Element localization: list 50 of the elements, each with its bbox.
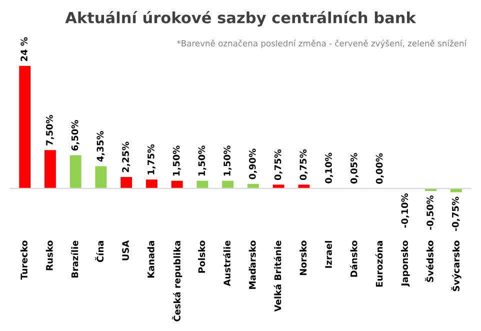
x-tick-label: Čína xyxy=(95,240,104,262)
text: *Barevně označena poslední změna - červeně zvýšení, zeleně snížení xyxy=(176,40,467,48)
data-label: 2,25% xyxy=(122,142,130,172)
x-tick-label: Dánsko xyxy=(350,240,358,277)
x-tick-label: Eurozóna xyxy=(375,240,383,287)
x-tick-label: Švédsko xyxy=(424,240,434,282)
data-label: 1,50% xyxy=(224,146,232,176)
bar xyxy=(298,184,310,188)
data-label: 1,50% xyxy=(198,146,206,176)
x-tick-label: Kanada xyxy=(147,240,154,278)
bar xyxy=(44,150,56,188)
x-tick-label: Rusko xyxy=(46,240,53,270)
x-tick-label: Norsko xyxy=(300,240,307,275)
data-label: 6,50% xyxy=(71,120,80,151)
bar xyxy=(19,66,31,188)
x-tick-label: USA xyxy=(122,240,129,260)
bar xyxy=(146,180,158,188)
data-label: 0,05% xyxy=(350,152,358,184)
data-label: 24 % xyxy=(20,37,28,62)
bar xyxy=(196,180,208,188)
bar xyxy=(95,166,107,188)
bar xyxy=(222,180,234,188)
bar xyxy=(450,188,462,192)
x-tick-label: Polsko xyxy=(198,240,206,273)
data-label: 1,75% xyxy=(147,144,156,174)
data-label: -0,50% xyxy=(426,195,435,230)
data-label: 0,10% xyxy=(325,152,334,184)
data-label: 0,75% xyxy=(300,149,308,180)
data-label: 0,90% xyxy=(248,148,257,180)
bar xyxy=(272,184,284,188)
bar xyxy=(120,176,132,188)
data-label: 0,75% xyxy=(274,149,282,180)
x-tick-label: Austrálie xyxy=(223,240,230,286)
data-label: 1,50% xyxy=(172,146,181,176)
x-tick-label: Brazílie xyxy=(70,240,78,278)
x-tick-label: Izrael xyxy=(324,241,332,268)
bar xyxy=(70,155,82,188)
x-tick-label: Japonsko xyxy=(401,240,410,287)
bar xyxy=(171,180,183,188)
data-label: 4,35% xyxy=(96,131,105,162)
x-tick-label: Švýcarsko xyxy=(451,240,462,292)
data-label: 7,50% xyxy=(46,114,54,146)
chart-title: Aktuální úrokové sazby centrálních bank xyxy=(65,10,416,26)
x-tick-label: Česká republika xyxy=(172,240,182,322)
x-tick-label: Velká Británie xyxy=(274,240,282,312)
x-tick-label: Maďarsko xyxy=(248,240,256,289)
data-label: 0,00% xyxy=(376,153,384,184)
data-label: -0,75% xyxy=(452,196,460,232)
x-tick-label: Turecko xyxy=(20,240,28,280)
data-label: -0,10% xyxy=(401,193,410,228)
